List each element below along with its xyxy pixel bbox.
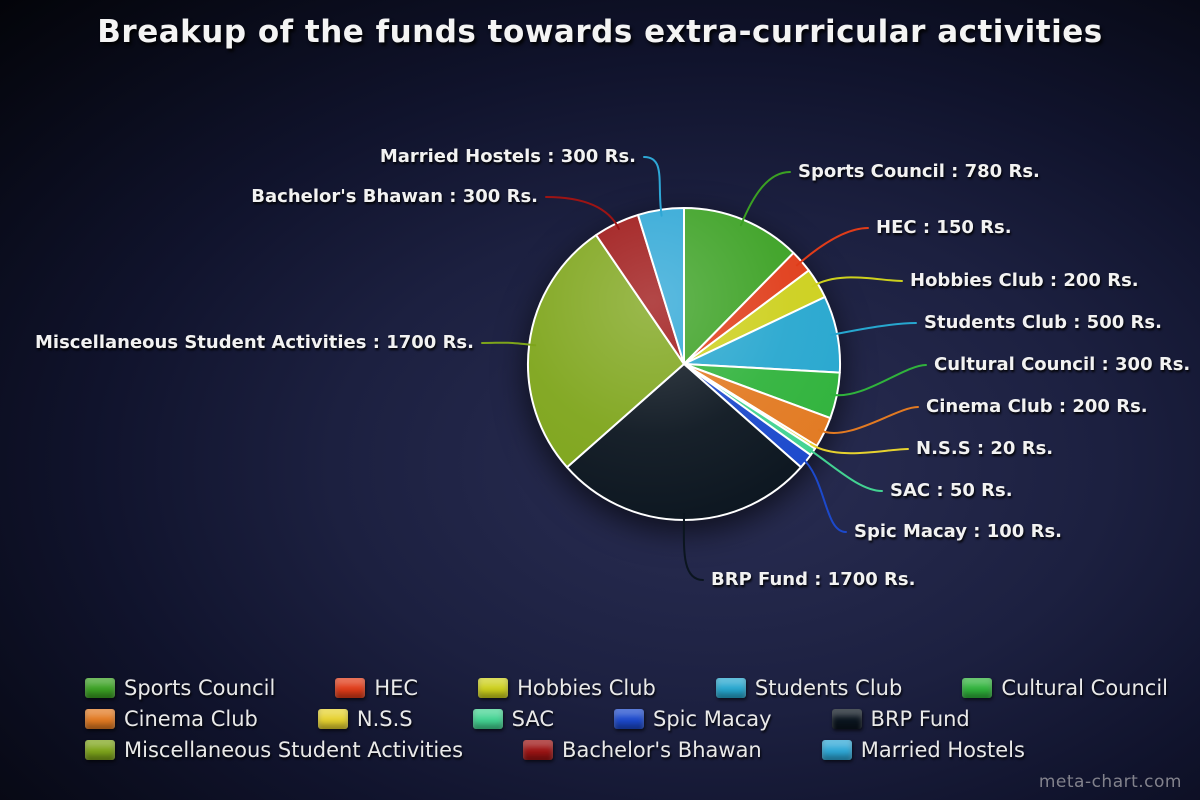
legend-swatch-icon bbox=[715, 678, 746, 698]
slice-annotation: Cultural Council : 300 Rs. bbox=[934, 354, 1191, 375]
legend-item-label: Cinema Club bbox=[124, 707, 258, 731]
legend-item: Students Club bbox=[715, 676, 903, 700]
slice-annotation: Bachelor's Bhawan : 300 Rs. bbox=[251, 186, 538, 207]
legend-item: Hobbies Club bbox=[478, 676, 656, 700]
legend-item-label: Married Hostels bbox=[860, 738, 1025, 762]
legend-item: HEC bbox=[335, 676, 418, 700]
legend-swatch-icon bbox=[85, 678, 115, 698]
legend-item-label: Students Club bbox=[754, 676, 903, 700]
legend-item-label: Spic Macay bbox=[653, 707, 772, 731]
legend-row: Miscellaneous Student Activities Bachelor… bbox=[85, 738, 1168, 762]
legend-swatch-icon bbox=[472, 709, 503, 729]
leader-line bbox=[545, 196, 620, 230]
legend-item: Cultural Council bbox=[962, 676, 1168, 700]
leader-line bbox=[481, 341, 537, 347]
legend-item-label: SAC bbox=[511, 707, 554, 731]
slice-annotation: Cinema Club : 200 Rs. bbox=[926, 396, 1148, 417]
slice-annotation: Married Hostels : 300 Rs. bbox=[379, 146, 636, 167]
slice-annotation: Students Club : 500 Rs. bbox=[924, 312, 1162, 333]
legend-swatch-icon bbox=[821, 740, 852, 760]
legend-swatch-icon bbox=[831, 709, 862, 729]
slice-annotation: HEC : 150 Rs. bbox=[876, 217, 1012, 238]
legend-item: Miscellaneous Student Activities bbox=[85, 738, 463, 762]
slice-annotation: Spic Macay : 100 Rs. bbox=[854, 521, 1062, 542]
leader-line bbox=[817, 406, 919, 434]
slice-annotation: BRP Fund : 1700 Rs. bbox=[711, 569, 916, 590]
legend-item: N.S.S bbox=[317, 707, 413, 731]
leader-line bbox=[830, 322, 917, 336]
leader-line bbox=[811, 276, 903, 288]
leader-line bbox=[643, 156, 663, 217]
slice-annotation: Sports Council : 780 Rs. bbox=[798, 161, 1040, 182]
slice-annotation: N.S.S : 20 Rs. bbox=[916, 438, 1054, 459]
legend-swatch-icon bbox=[523, 740, 554, 760]
leader-line bbox=[806, 447, 883, 492]
legend-item: Married Hostels bbox=[821, 738, 1025, 762]
leader-line bbox=[682, 513, 704, 581]
legend-item-label: Sports Council bbox=[124, 676, 276, 700]
legend-row: Cinema Club N.S.S SAC Spic Macay BRP Fund bbox=[85, 707, 1168, 731]
legend-item-label: BRP Fund bbox=[870, 707, 970, 731]
leader-line bbox=[809, 443, 909, 455]
legend: Sports Council HEC Hobbies Club Students Cl… bbox=[85, 676, 1168, 762]
legend-item-label: Hobbies Club bbox=[517, 676, 656, 700]
slice-annotation: SAC : 50 Rs. bbox=[890, 480, 1013, 501]
slice-annotation: Miscellaneous Student Activities : 1700 … bbox=[35, 332, 474, 353]
legend-swatch-icon bbox=[614, 709, 644, 729]
legend-item-label: Miscellaneous Student Activities bbox=[124, 738, 464, 762]
legend-item: Sports Council bbox=[85, 676, 275, 700]
slice-annotation: Hobbies Club : 200 Rs. bbox=[910, 270, 1139, 291]
legend-swatch-icon bbox=[478, 678, 509, 698]
leader-line bbox=[796, 227, 869, 267]
legend-item: Spic Macay bbox=[614, 707, 772, 731]
legend-item-label: Bachelor's Bhawan bbox=[562, 738, 762, 762]
legend-item-label: HEC bbox=[374, 676, 419, 700]
legend-swatch-icon bbox=[317, 709, 348, 729]
leader-line bbox=[739, 171, 791, 227]
leader-line bbox=[829, 364, 927, 397]
legend-swatch-icon bbox=[85, 740, 115, 760]
legend-swatch-icon bbox=[335, 678, 366, 698]
legend-swatch-icon bbox=[85, 709, 115, 729]
legend-item: SAC bbox=[472, 707, 554, 731]
legend-item-label: N.S.S bbox=[356, 707, 413, 731]
legend-row: Sports Council HEC Hobbies Club Students Cl… bbox=[85, 676, 1168, 700]
watermark: meta-chart.com bbox=[1038, 772, 1182, 792]
legend-item: Cinema Club bbox=[85, 707, 258, 731]
legend-swatch-icon bbox=[962, 678, 993, 698]
chart-title: Breakup of the funds towards extra-curri… bbox=[97, 14, 1103, 50]
legend-item-label: Cultural Council bbox=[1001, 676, 1169, 700]
legend-item: Bachelor's Bhawan bbox=[523, 738, 762, 762]
leader-line bbox=[800, 456, 847, 533]
legend-item: BRP Fund bbox=[831, 707, 970, 731]
